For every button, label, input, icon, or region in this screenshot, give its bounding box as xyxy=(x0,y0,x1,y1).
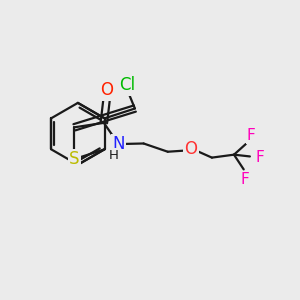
Text: H: H xyxy=(108,149,118,162)
Text: N: N xyxy=(112,135,125,153)
Text: Cl: Cl xyxy=(119,76,135,94)
Text: O: O xyxy=(184,140,197,158)
Text: O: O xyxy=(100,82,113,100)
Text: F: F xyxy=(247,128,256,143)
Text: F: F xyxy=(255,149,264,164)
Text: S: S xyxy=(69,150,80,168)
Text: F: F xyxy=(241,172,250,188)
